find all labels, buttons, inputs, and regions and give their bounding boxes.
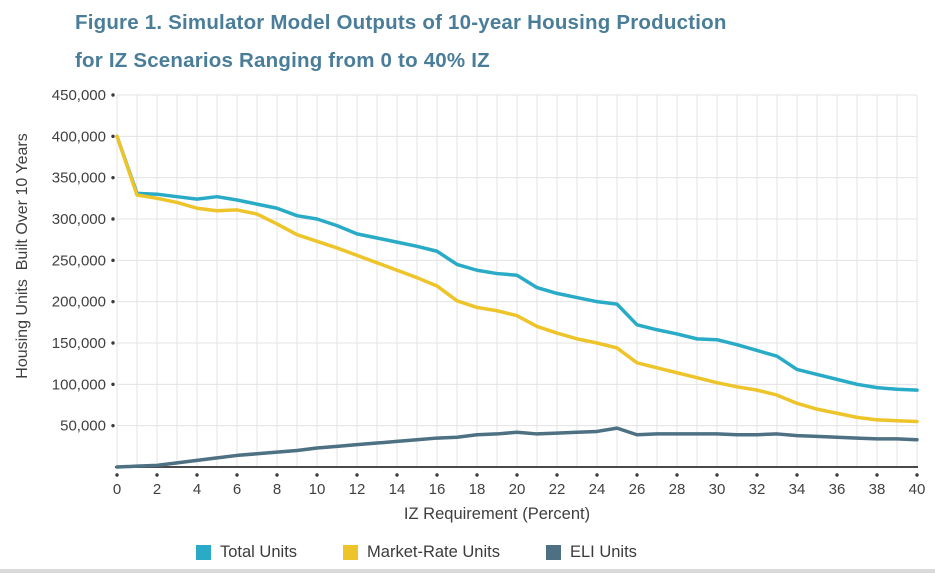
legend-item-total-units: Total Units bbox=[196, 543, 297, 562]
svg-text:24: 24 bbox=[589, 481, 606, 498]
legend-item-eli-units: ELI Units bbox=[545, 543, 637, 562]
series-line-market-rate-units bbox=[115, 134, 919, 424]
eli-units-swatch bbox=[545, 545, 561, 560]
svg-text:4: 4 bbox=[193, 481, 201, 498]
svg-text:28: 28 bbox=[669, 481, 686, 498]
svg-text:16: 16 bbox=[429, 481, 446, 498]
svg-text:450,000: 450,000 bbox=[52, 88, 106, 104]
svg-text:200,000: 200,000 bbox=[52, 294, 106, 311]
line-chart: 50,000 100,000 150,000 200,000 250,000 300,00… bbox=[52, 88, 926, 498]
svg-text:18: 18 bbox=[469, 481, 486, 498]
market-rate-units-swatch bbox=[343, 545, 359, 560]
svg-text:36: 36 bbox=[829, 481, 846, 498]
market-rate-units-label: Market-Rate Units bbox=[367, 543, 500, 561]
svg-text:32: 32 bbox=[749, 481, 766, 498]
svg-text:34: 34 bbox=[789, 481, 806, 498]
x-axis-title: IZ Requirement (Percent) bbox=[403, 505, 591, 523]
svg-text:150,000: 150,000 bbox=[52, 335, 106, 352]
figure-title-line1: Figure 1. Simulator Model Outputs of 10-… bbox=[75, 11, 727, 34]
bottom-edge-strip bbox=[0, 569, 935, 573]
svg-text:100,000: 100,000 bbox=[52, 376, 106, 393]
figure-title-line2: for IZ Scenarios Ranging from 0 to 40% I… bbox=[75, 49, 490, 72]
total-units-label: Total Units bbox=[220, 543, 298, 561]
figure-title: Figure 1. Simulator Model Outputs of 10-… bbox=[75, 4, 895, 80]
chart-legend: Total Units Market-Rate Units ELI Units bbox=[196, 543, 637, 562]
series-line-eli-units bbox=[115, 426, 919, 469]
total-units-swatch bbox=[196, 545, 211, 560]
svg-text:8: 8 bbox=[273, 481, 281, 498]
svg-text:22: 22 bbox=[549, 481, 566, 498]
svg-text:50,000: 50,000 bbox=[60, 418, 106, 435]
svg-text:12: 12 bbox=[349, 481, 366, 498]
svg-text:40: 40 bbox=[909, 481, 926, 498]
eli-units-label: ELI Units bbox=[569, 543, 637, 561]
svg-text:0: 0 bbox=[113, 481, 121, 498]
svg-text:14: 14 bbox=[389, 481, 406, 498]
svg-text:10: 10 bbox=[309, 481, 326, 498]
svg-text:400,000: 400,000 bbox=[52, 128, 106, 145]
svg-text:250,000: 250,000 bbox=[52, 252, 106, 269]
svg-text:38: 38 bbox=[869, 481, 886, 498]
svg-text:20: 20 bbox=[509, 481, 526, 498]
svg-text:6: 6 bbox=[233, 481, 241, 498]
svg-text:30: 30 bbox=[709, 481, 726, 498]
legend-item-market-rate-units: Market-Rate Units bbox=[343, 543, 500, 562]
svg-text:26: 26 bbox=[629, 481, 646, 498]
series-line-total-units bbox=[115, 134, 919, 392]
svg-text:2: 2 bbox=[153, 481, 161, 498]
svg-text:350,000: 350,000 bbox=[52, 170, 106, 187]
svg-text:300,000: 300,000 bbox=[52, 211, 106, 228]
